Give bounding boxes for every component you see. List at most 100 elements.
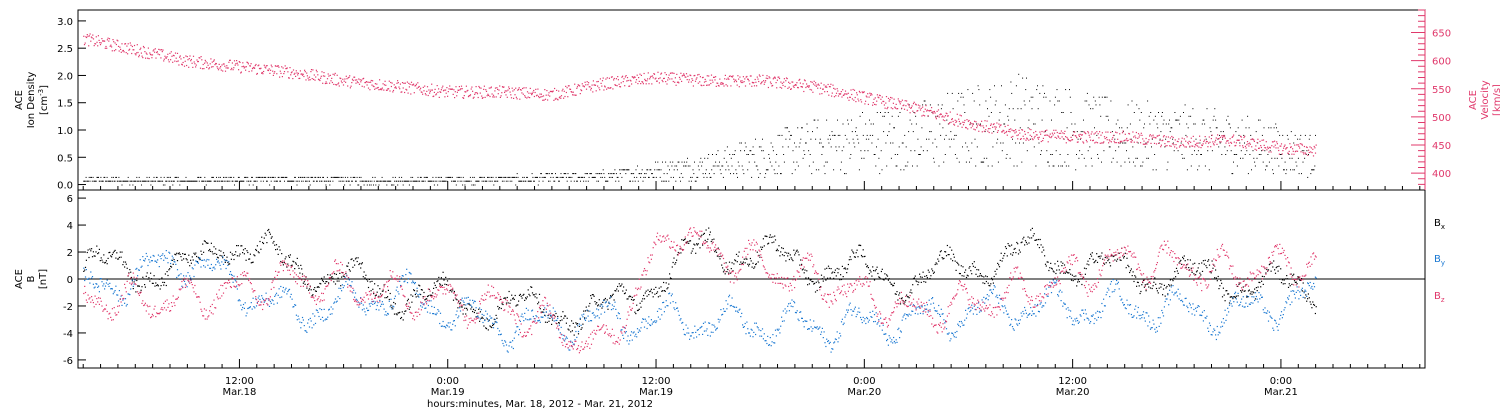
- density-point: [1268, 161, 1270, 163]
- velocity-point: [380, 88, 382, 90]
- bx-point: [1005, 247, 1007, 250]
- bx-point: [661, 290, 663, 292]
- bx-point: [111, 253, 113, 256]
- bx-point: [649, 291, 651, 293]
- density-point: [434, 180, 436, 182]
- velocity-point: [942, 115, 944, 117]
- velocity-point: [1158, 142, 1160, 144]
- velocity-point: [924, 108, 926, 110]
- velocity-point: [494, 87, 497, 89]
- density-point: [1116, 161, 1118, 163]
- velocity-point: [894, 107, 897, 109]
- bx-point: [1130, 268, 1132, 270]
- density-point: [315, 176, 317, 178]
- density-point: [451, 180, 453, 182]
- velocity-point: [1214, 141, 1216, 143]
- bx-point: [480, 317, 482, 319]
- density-point: [1214, 108, 1216, 110]
- bx-point: [951, 249, 953, 251]
- velocity-point: [706, 75, 708, 77]
- velocity-point: [535, 88, 537, 90]
- density-point: [98, 176, 99, 178]
- velocity-point: [903, 104, 905, 106]
- velocity-point: [771, 85, 773, 87]
- density-point: [1098, 96, 1100, 98]
- density-point: [1167, 161, 1169, 163]
- velocity-point: [1169, 137, 1171, 139]
- density-point: [674, 165, 676, 167]
- velocity-point: [383, 89, 385, 91]
- velocity-point: [935, 118, 937, 120]
- velocity-point: [85, 36, 87, 38]
- velocity-point: [377, 86, 379, 89]
- velocity-point: [934, 112, 936, 114]
- density-point: [331, 176, 333, 178]
- bx-point: [607, 308, 609, 310]
- density-point: [718, 165, 720, 167]
- bx-point: [342, 275, 344, 277]
- velocity-point: [567, 96, 569, 98]
- bx-point: [643, 298, 646, 300]
- bx-point: [1165, 287, 1167, 289]
- velocity-point: [1017, 134, 1019, 136]
- velocity-point: [1312, 155, 1315, 157]
- density-point: [993, 131, 995, 133]
- density-point: [824, 173, 826, 175]
- bx-point: [1238, 283, 1240, 285]
- bx-point: [693, 243, 695, 245]
- density-point: [1103, 150, 1105, 152]
- velocity-point: [398, 86, 400, 88]
- velocity-point: [543, 99, 545, 101]
- velocity-point: [141, 55, 143, 57]
- bx-point: [834, 269, 836, 271]
- velocity-point: [1278, 149, 1280, 152]
- velocity-point: [1122, 130, 1124, 132]
- velocity-point: [687, 75, 689, 77]
- bx-point: [684, 238, 686, 240]
- velocity-point: [1141, 134, 1143, 136]
- velocity-point: [562, 88, 564, 90]
- density-point: [180, 180, 182, 182]
- density-point: [476, 180, 478, 182]
- velocity-point: [506, 90, 508, 92]
- density-point: [556, 176, 558, 178]
- density-point: [353, 176, 355, 178]
- density-point: [1155, 169, 1157, 171]
- velocity-point: [131, 45, 133, 48]
- velocity-point: [796, 82, 798, 84]
- bx-point: [729, 272, 731, 274]
- velocity-point: [1219, 141, 1221, 143]
- velocity-point: [836, 88, 838, 90]
- bx-point: [543, 309, 545, 311]
- bx-point: [1077, 281, 1079, 283]
- density-point: [712, 154, 713, 155]
- velocity-tick-label: 500: [1432, 113, 1451, 124]
- bx-point: [632, 299, 634, 301]
- velocity-point: [176, 52, 179, 54]
- velocity-point: [930, 109, 932, 112]
- velocity-point: [592, 91, 594, 93]
- density-point: [1015, 85, 1017, 87]
- density-point: [862, 134, 864, 136]
- bx-point: [325, 281, 327, 283]
- velocity-point: [604, 86, 606, 88]
- density-point: [294, 176, 296, 178]
- bx-point: [915, 280, 917, 282]
- velocity-point: [361, 85, 363, 87]
- bx-point: [1101, 252, 1103, 254]
- velocity-point: [1076, 141, 1078, 143]
- velocity-point: [1049, 133, 1051, 135]
- bx-point: [526, 296, 528, 298]
- velocity-point: [1056, 131, 1058, 134]
- density-point: [1183, 157, 1185, 159]
- bx-point: [1213, 264, 1215, 266]
- velocity-point: [223, 63, 225, 65]
- density-point: [825, 161, 827, 163]
- density-point: [769, 161, 771, 163]
- bx-point: [178, 252, 180, 254]
- velocity-point: [316, 71, 318, 73]
- density-point: [833, 169, 835, 171]
- velocity-point: [1164, 143, 1166, 145]
- density-point: [450, 176, 452, 178]
- density-point: [155, 180, 157, 182]
